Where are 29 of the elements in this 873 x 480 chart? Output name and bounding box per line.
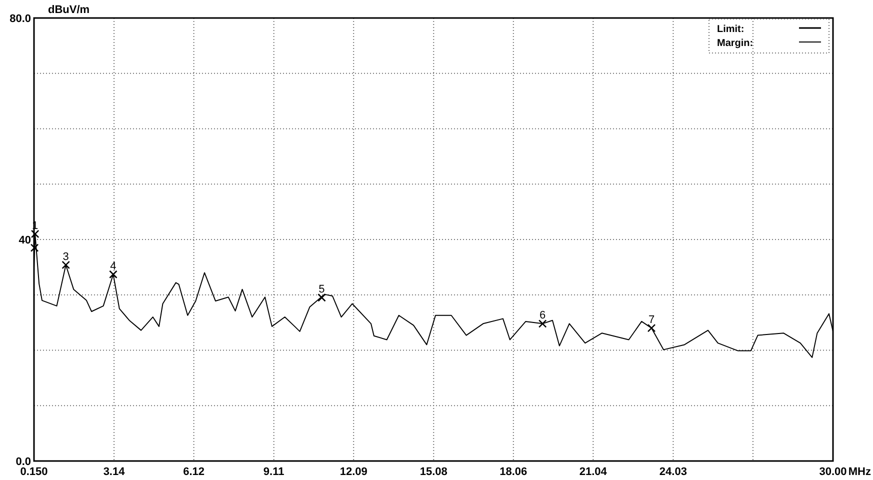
x-tick-label: 24.03 <box>659 466 687 478</box>
annotation: 7 <box>648 314 655 326</box>
annotation: Limit: <box>717 24 744 35</box>
point <box>318 293 326 302</box>
point <box>647 324 656 332</box>
annotation: 5 <box>318 284 325 296</box>
point <box>30 244 39 252</box>
y-tick-label: 40 <box>18 234 31 246</box>
x-tick-label: 9.11 <box>263 466 284 478</box>
annotation: Margin: <box>717 38 754 49</box>
y-axis-title: dBuV/m <box>48 4 90 16</box>
y-tick-label: 0.0 <box>16 456 31 468</box>
x-tick-label: 6.12 <box>183 466 205 478</box>
x-tick-label: 18.06 <box>500 466 528 478</box>
point <box>62 260 70 270</box>
x-tick-label: 0.150 <box>20 466 48 478</box>
annotation: 6 <box>540 310 546 322</box>
y-tick-label: 80.0 <box>10 13 31 25</box>
x-tick-label: 12.09 <box>340 466 368 478</box>
point <box>538 320 547 328</box>
x-tick-label: 21.04 <box>579 466 608 478</box>
annotation: 3 <box>62 250 69 263</box>
annotation: 4 <box>110 260 116 272</box>
point <box>30 230 40 238</box>
x-tick-label: 30.00 <box>819 466 847 478</box>
x-tick-label: 3.14 <box>103 466 126 478</box>
x-axis-title: MHz <box>848 466 872 478</box>
x-tick-label: 15.08 <box>420 466 448 478</box>
point <box>109 270 118 279</box>
